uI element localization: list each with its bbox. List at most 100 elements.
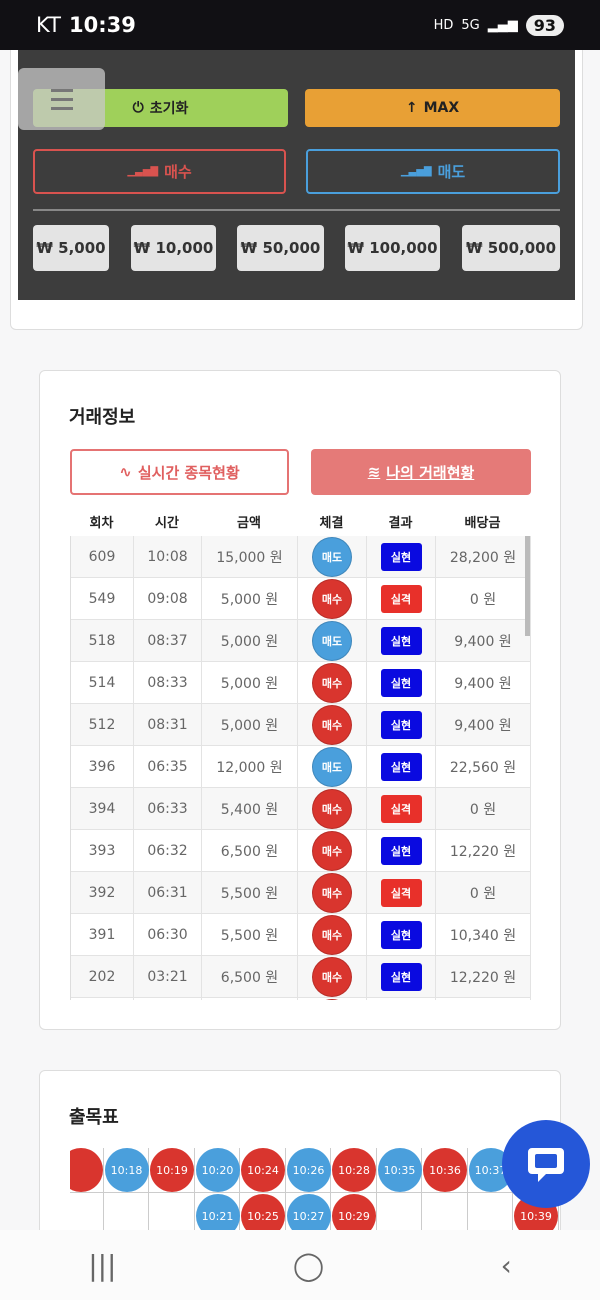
table-cell: 매수 — [298, 998, 367, 1000]
table-cell: 실현 — [367, 956, 436, 997]
table-row: 393 06:32 6,500 원 매수 실현 12,220 원 — [71, 830, 531, 872]
tab-realtime[interactable]: ∿ 실시간 종목현황 — [70, 449, 289, 495]
table-cell: 매도 — [298, 746, 367, 787]
side-badge: 매도 — [312, 746, 352, 787]
column-header: 금액 — [237, 516, 261, 531]
table-cell: 실현 — [367, 620, 436, 661]
buy-button[interactable]: ▁▃▅▇ 매수 — [33, 149, 286, 194]
table-cell: 매수 — [298, 788, 367, 829]
trade-info-title: 거래정보 — [69, 407, 136, 428]
table-cell: 5,000 원 — [202, 704, 298, 745]
sell-button[interactable]: ▁▃▅▇ 매도 — [306, 149, 560, 194]
table-cell: 08:33 — [134, 662, 202, 703]
recent-apps-icon[interactable]: ||| — [88, 1248, 117, 1282]
side-badge: 매수 — [312, 578, 352, 619]
amount-button-100000[interactable]: ₩ 100,000 — [345, 225, 440, 271]
table-cell: 394 — [71, 788, 134, 829]
table-row: 202 03:21 6,500 원 매수 실현 12,220 원 — [71, 956, 531, 998]
grid-line — [70, 1192, 560, 1193]
blue-result-dot: 10:27 — [286, 1194, 331, 1230]
column-header: 체결 — [319, 516, 344, 531]
table-cell: 393 — [71, 830, 134, 871]
power-icon: ⏻ — [132, 100, 144, 116]
table-cell: 매수 — [298, 914, 367, 955]
table-cell: 6,500 원 — [202, 956, 298, 997]
table-cell: 실격 — [367, 578, 436, 619]
table-scrollbar[interactable] — [525, 536, 530, 636]
table-cell: 15,000 원 — [202, 536, 298, 577]
red-result-dot — [70, 1148, 103, 1192]
chat-icon — [528, 1148, 564, 1182]
table-cell: 0 원 — [436, 788, 531, 829]
red-result-dot: 10:28 — [332, 1148, 376, 1192]
amount-button-500000[interactable]: ₩ 500,000 — [462, 225, 560, 271]
max-button[interactable]: ↑ MAX — [305, 89, 560, 127]
table-cell: 08:37 — [134, 620, 202, 661]
table-cell: 0 원 — [436, 578, 531, 619]
table-cell: 0 원 — [436, 872, 531, 913]
table-cell: 매수 — [298, 872, 367, 913]
hd-icon: HD — [433, 17, 454, 33]
carrier: KT — [36, 13, 61, 37]
table-row: 609 10:08 15,000 원 매도 실현 28,200 원 — [71, 536, 531, 578]
red-result-dot: 10:24 — [241, 1148, 285, 1192]
red-result-dot: 10:36 — [423, 1148, 467, 1192]
table-cell: 5,000 원 — [202, 578, 298, 619]
signal-bars-icon: ▁▃▅▇ — [400, 166, 432, 177]
side-badge: 매수 — [312, 788, 352, 829]
table-cell — [71, 998, 134, 1000]
table-cell — [134, 998, 202, 1000]
side-badge: 매수 — [312, 872, 352, 913]
result-badge: 실현 — [380, 626, 422, 655]
table-cell: 10:08 — [134, 536, 202, 577]
trade-table[interactable]: 609 10:08 15,000 원 매도 실현 28,200 원 549 09:08 5,00… — [70, 536, 531, 1000]
table-cell: 22,560 원 — [436, 746, 531, 787]
amount-button-10000[interactable]: ₩ 10,000 — [131, 225, 216, 271]
result-badge: 실현 — [380, 752, 422, 781]
amount-button-5000[interactable]: ₩ 5,000 — [33, 225, 109, 271]
home-icon[interactable]: ◯ — [292, 1248, 325, 1282]
table-cell: 12,220 원 — [436, 830, 531, 871]
side-badge: 매수 — [312, 956, 352, 997]
signal-icon: ▂▄▆ — [487, 17, 518, 33]
side-badge: 매수 — [312, 830, 352, 871]
table-cell: 09:08 — [134, 578, 202, 619]
battery-indicator: 93 — [525, 14, 564, 36]
table-cell: 실현 — [367, 746, 436, 787]
back-icon[interactable]: ‹ — [500, 1248, 512, 1282]
amount-button-50000[interactable]: ₩ 50,000 — [237, 225, 324, 271]
table-cell: 매수 — [298, 578, 367, 619]
table-cell: 실현 — [367, 536, 436, 577]
table-cell: 9,400 원 — [436, 704, 531, 745]
grid-line — [330, 1148, 331, 1230]
tab-realtime-label: 실시간 종목현황 — [137, 463, 240, 482]
table-cell — [436, 998, 531, 1000]
table-cell: 06:35 — [134, 746, 202, 787]
result-badge: 실현 — [380, 836, 422, 865]
chat-button[interactable] — [502, 1120, 590, 1208]
table-cell: 10,340 원 — [436, 914, 531, 955]
list-icon: ≋ — [367, 463, 381, 481]
table-row: 514 08:33 5,000 원 매수 실현 9,400 원 — [71, 662, 531, 704]
table-cell: 5,000 원 — [202, 620, 298, 661]
result-badge: 실격 — [380, 584, 422, 613]
grid-line — [375, 1148, 377, 1230]
side-badge: 매수 — [312, 704, 352, 745]
table-cell: 12,000 원 — [202, 746, 298, 787]
tab-my-trades[interactable]: ≋ 나의 거래현황 — [311, 449, 531, 495]
network-icon: 5G — [461, 17, 480, 33]
grid-line — [239, 1148, 240, 1230]
table-cell: 03:21 — [134, 956, 202, 997]
grid-line — [284, 1148, 286, 1230]
table-cell — [367, 998, 436, 1000]
divider — [33, 209, 560, 211]
arrow-up-icon: ↑ — [405, 100, 418, 116]
table-cell: 514 — [71, 662, 134, 703]
table-cell: 518 — [71, 620, 134, 661]
column-header: 회차 — [89, 516, 114, 531]
table-cell: 5,000 원 — [202, 662, 298, 703]
table-cell: 실현 — [367, 704, 436, 745]
hamburger-menu-button[interactable] — [18, 68, 105, 130]
table-row: 392 06:31 5,500 원 매수 실격 0 원 — [71, 872, 531, 914]
table-row: 391 06:30 5,500 원 매수 실현 10,340 원 — [71, 914, 531, 956]
